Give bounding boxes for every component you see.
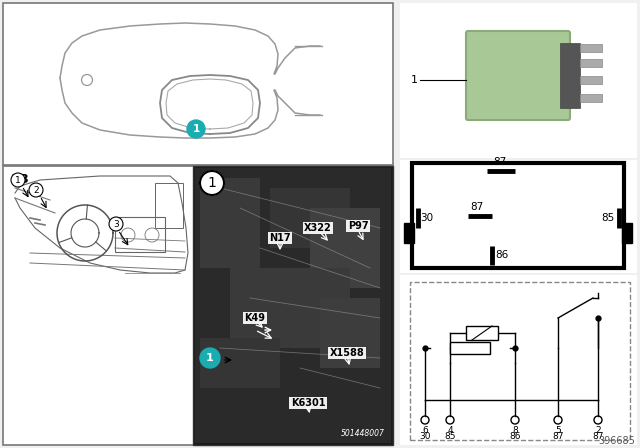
Text: 3: 3 xyxy=(113,220,119,228)
Text: 86: 86 xyxy=(495,250,508,260)
Text: 87: 87 xyxy=(493,157,507,167)
Text: 87: 87 xyxy=(552,432,564,441)
Text: 4: 4 xyxy=(447,426,453,435)
Bar xyxy=(155,183,183,228)
Bar xyxy=(193,166,393,445)
Text: 85: 85 xyxy=(602,213,615,223)
Circle shape xyxy=(200,348,220,368)
Text: 1: 1 xyxy=(207,177,216,190)
Bar xyxy=(580,44,602,52)
FancyBboxPatch shape xyxy=(466,31,570,120)
Text: X1588: X1588 xyxy=(330,348,364,358)
Circle shape xyxy=(11,173,25,187)
Text: 30: 30 xyxy=(419,432,431,441)
Circle shape xyxy=(29,183,43,197)
Bar xyxy=(410,282,630,440)
Bar xyxy=(230,268,350,348)
Text: 2: 2 xyxy=(595,426,601,435)
Bar xyxy=(412,163,624,268)
Circle shape xyxy=(200,171,224,195)
Text: Z3: Z3 xyxy=(12,173,29,186)
Bar xyxy=(466,326,498,340)
Bar xyxy=(270,188,350,248)
Bar xyxy=(580,94,602,102)
Bar xyxy=(3,166,393,445)
Text: 8: 8 xyxy=(512,426,518,435)
Text: 501448007: 501448007 xyxy=(341,429,385,438)
Text: 2: 2 xyxy=(33,185,39,194)
Text: P97: P97 xyxy=(348,221,368,231)
Text: 1: 1 xyxy=(207,176,216,190)
Bar xyxy=(3,3,393,165)
Text: 85: 85 xyxy=(444,432,456,441)
Text: 87: 87 xyxy=(592,432,604,441)
Bar xyxy=(404,223,414,243)
Text: 1: 1 xyxy=(206,353,214,363)
Circle shape xyxy=(187,120,205,138)
Bar xyxy=(450,342,490,354)
Text: 1: 1 xyxy=(193,124,200,134)
Text: 86: 86 xyxy=(509,432,521,441)
Text: 1: 1 xyxy=(410,75,417,85)
Bar xyxy=(115,217,165,252)
Bar xyxy=(200,338,280,388)
Bar xyxy=(560,43,580,108)
Bar xyxy=(400,275,637,445)
Text: X322: X322 xyxy=(304,223,332,233)
Bar xyxy=(310,208,380,288)
Text: 1: 1 xyxy=(15,176,21,185)
Bar xyxy=(622,223,632,243)
Bar xyxy=(400,160,637,273)
Bar xyxy=(320,298,380,368)
Text: 30: 30 xyxy=(420,213,433,223)
Text: K6301: K6301 xyxy=(291,398,325,408)
Bar xyxy=(580,59,602,67)
Bar xyxy=(6,172,190,442)
Text: K49: K49 xyxy=(244,313,266,323)
Bar xyxy=(195,168,391,443)
Bar xyxy=(200,178,260,268)
Text: 396685: 396685 xyxy=(598,436,635,446)
Text: 6: 6 xyxy=(422,426,428,435)
Bar xyxy=(400,3,637,158)
Text: 87: 87 xyxy=(470,202,483,212)
Bar xyxy=(580,76,602,84)
Text: 5: 5 xyxy=(555,426,561,435)
Text: N17: N17 xyxy=(269,233,291,243)
Circle shape xyxy=(109,217,123,231)
